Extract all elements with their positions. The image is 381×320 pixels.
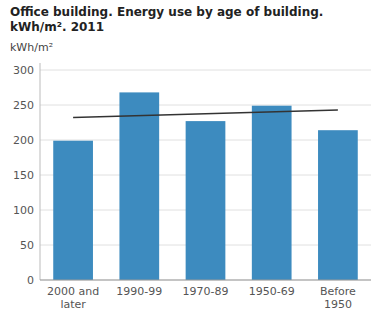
plot-area [53, 92, 358, 280]
y-tick-label: 150 [13, 169, 34, 182]
grid [40, 70, 371, 280]
bar [186, 121, 226, 280]
y-tick-label: 0 [27, 274, 34, 287]
y-tick-label: 50 [20, 239, 34, 252]
trend-line [73, 110, 338, 118]
bar [119, 92, 159, 280]
y-axis-line [40, 63, 41, 280]
title: Office building. Energy use by age of bu… [10, 5, 323, 34]
bar [318, 130, 358, 280]
grid-line [40, 70, 371, 71]
y-tick-label: 200 [13, 134, 34, 147]
y-tick-label: 100 [13, 204, 34, 217]
x-tick-label: 1950-69 [249, 285, 295, 298]
y-tick-label: 250 [13, 99, 34, 112]
x-tick-label: 1970-89 [183, 285, 229, 298]
y-tick-label: 300 [13, 64, 34, 77]
x-tick-label: 1990-99 [116, 285, 162, 298]
x-tick-label: 2000 andlater [47, 285, 99, 311]
chart: Office building. Energy use by age of bu… [0, 0, 381, 320]
chart-container: Office building. Energy use by age of bu… [0, 0, 381, 320]
x-tick-label: Before1950 [320, 285, 356, 311]
grid-line [40, 280, 371, 281]
bar [53, 141, 93, 280]
x-axis-line [40, 280, 371, 281]
grid-line [40, 105, 371, 106]
annotation: kWh/m² [10, 41, 53, 54]
bar [252, 106, 292, 280]
